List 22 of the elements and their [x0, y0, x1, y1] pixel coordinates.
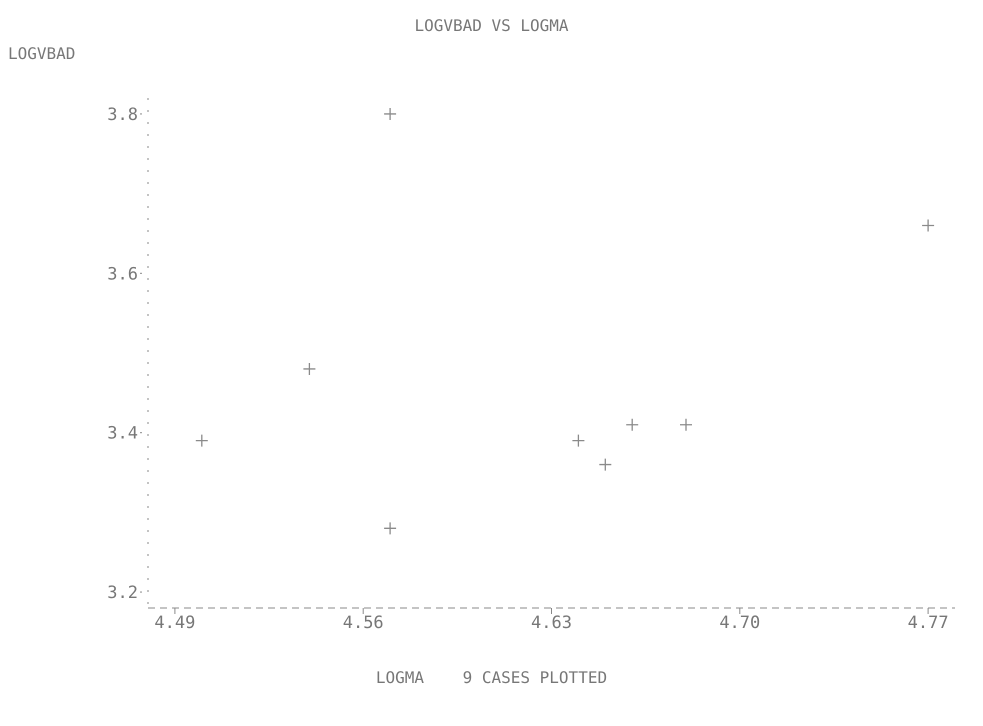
y-tick-label: 3.6 [107, 264, 138, 284]
point [598, 458, 612, 472]
point [921, 218, 935, 232]
point [195, 434, 208, 448]
x-tick-label: 4.70 [719, 613, 760, 634]
x-tick-label: 4.49 [154, 613, 196, 634]
x-tick-label: 4.63 [531, 613, 572, 634]
chart-title: LOGVBAD VS LOGMA [413, 16, 570, 35]
point [626, 418, 639, 432]
text: 9 CASES PLOTTED [462, 668, 608, 687]
point [383, 522, 397, 535]
x-tick-label: 4.77 [908, 613, 949, 634]
point [383, 107, 397, 121]
y-axis-title: LOGVBAD [8, 44, 76, 63]
y-tick-label: 3.2 [107, 583, 138, 604]
y-tick-label: 3.4 [107, 424, 138, 444]
point [679, 418, 693, 432]
x-tick-label: 4.56 [342, 613, 384, 634]
y-tick-label: 3.8 [107, 104, 138, 125]
point [572, 434, 586, 448]
x-axis-title: LOGMA [376, 668, 424, 687]
point [302, 362, 316, 376]
